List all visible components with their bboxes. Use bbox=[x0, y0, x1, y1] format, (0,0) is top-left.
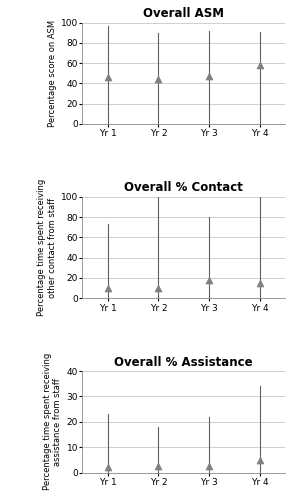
Y-axis label: Percentage time spent receiving
assistance from staff: Percentage time spent receiving assistan… bbox=[43, 353, 63, 490]
Y-axis label: Percentage score on ASM: Percentage score on ASM bbox=[48, 20, 57, 126]
Point bbox=[105, 464, 110, 471]
Point bbox=[207, 276, 211, 284]
Title: Overall % Contact: Overall % Contact bbox=[124, 182, 243, 194]
Point bbox=[156, 462, 161, 470]
Y-axis label: Percentage time spent receiving
other contact from staff: Percentage time spent receiving other co… bbox=[37, 179, 57, 316]
Point bbox=[207, 462, 211, 470]
Title: Overall % Assistance: Overall % Assistance bbox=[114, 356, 253, 368]
Point bbox=[258, 456, 262, 464]
Point bbox=[156, 284, 161, 292]
Point bbox=[156, 76, 161, 84]
Point bbox=[258, 279, 262, 287]
Point bbox=[207, 72, 211, 80]
Point bbox=[105, 284, 110, 292]
Title: Overall ASM: Overall ASM bbox=[143, 7, 224, 20]
Point bbox=[105, 73, 110, 81]
Point bbox=[258, 61, 262, 69]
